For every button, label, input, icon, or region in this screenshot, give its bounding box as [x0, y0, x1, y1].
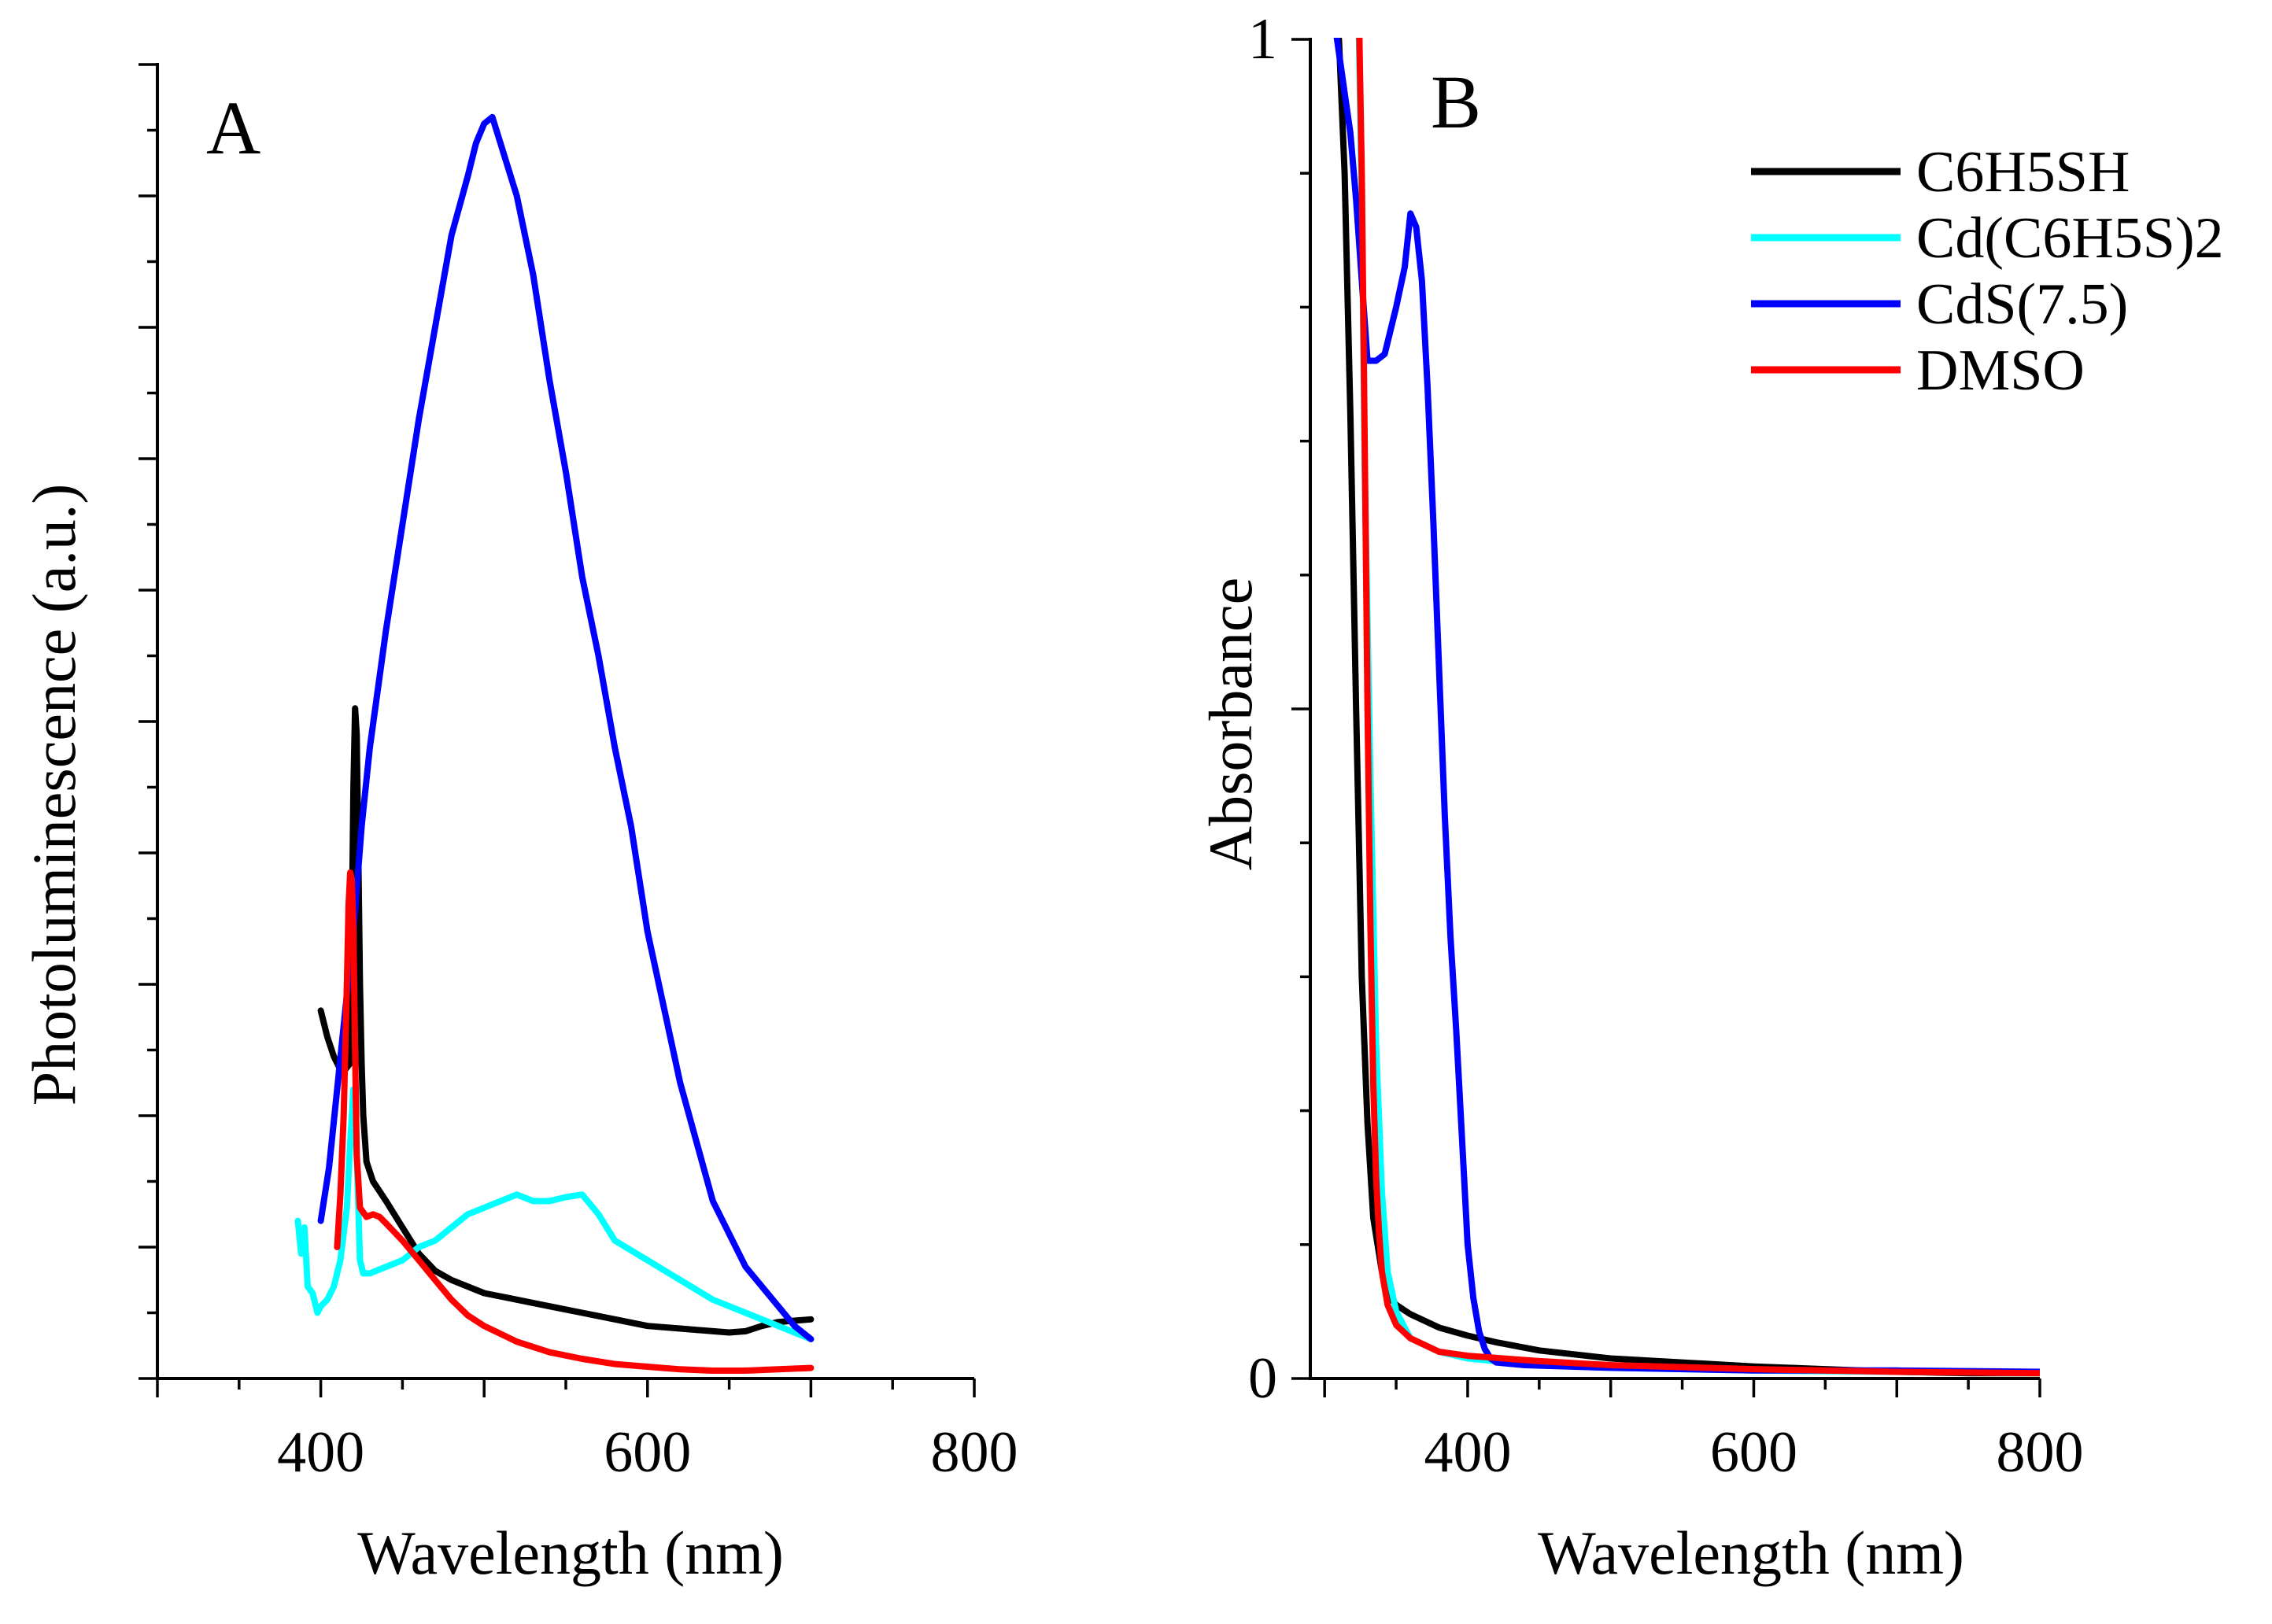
series-line-c6h5sh [317, 705, 815, 1336]
panel-b-series-group [1333, 38, 2040, 1377]
y-tick-label: 0 [1248, 1346, 1277, 1411]
legend-label-cds-7-5: CdS(7.5) [1916, 272, 2128, 337]
panel-a-y-axis-title: Photoluminescence (a.u.) [20, 484, 88, 1106]
panel-b-y-axis-title: Absorbance [1196, 578, 1265, 871]
legend-label-c6h5sh: C6H5SH [1916, 140, 2130, 205]
x-tick-label: 400 [277, 1420, 364, 1485]
x-tick-label: 800 [1997, 1420, 2084, 1485]
x-tick-label: 600 [1710, 1420, 1797, 1485]
legend-label-cd-c6h5s-2: Cd(C6H5S)2 [1916, 206, 2224, 271]
panel-a-series-group [294, 113, 815, 1374]
series-line-cds-7-5 [317, 113, 815, 1342]
x-tick-label: 600 [604, 1420, 691, 1485]
x-tick-label: 400 [1424, 1420, 1511, 1485]
panel-a-label: A [206, 86, 260, 170]
legend-label-dmso: DMSO [1916, 338, 2085, 403]
panel-a-x-axis-title: Wavelength (nm) [357, 1519, 784, 1587]
y-tick-label: 1 [1248, 7, 1277, 72]
series-line-dmso [334, 869, 815, 1374]
series-line-dmso [1356, 38, 2040, 1377]
panel-b: B Wavelength (nm) Absorbance 400 600 800 0 1 [1196, 7, 2084, 1587]
panel-b-label: B [1431, 60, 1481, 144]
x-tick-label: 800 [931, 1420, 1018, 1485]
panel-a: A Wavelength (nm) Photoluminescence (a.u… [20, 63, 1018, 1587]
panel-b-x-axis-title: Wavelength (nm) [1538, 1519, 1964, 1587]
